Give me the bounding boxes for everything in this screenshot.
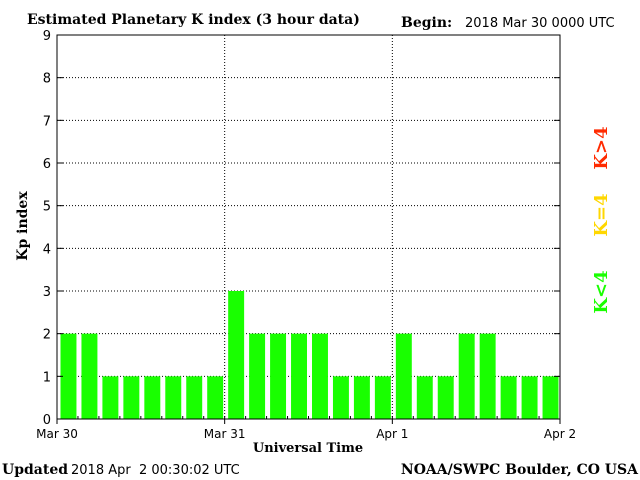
kp-bar (270, 333, 287, 419)
kp-bar (332, 376, 349, 419)
kp-bar (60, 333, 77, 419)
kp-bar (312, 333, 328, 419)
updated-label: Updated (2, 462, 68, 478)
x-tick-label: Apr 1 (376, 427, 408, 441)
begin-value: 2018 Mar 30 0000 UTC (465, 16, 615, 31)
updated-value: 2018 Apr 2 00:30:02 UTC (71, 463, 240, 478)
credit-text: NOAA/SWPC Boulder, CO USA (401, 462, 639, 478)
chart-title: Estimated Planetary K index (3 hour data… (27, 12, 360, 28)
kp-bar (123, 376, 140, 419)
y-tick-label: 0 (43, 413, 51, 428)
kp-bar (458, 333, 475, 419)
y-tick-label: 1 (43, 370, 51, 385)
begin-label: Begin: (401, 15, 452, 31)
kp-bar (374, 376, 391, 419)
legend-label: K=4 (591, 193, 612, 236)
y-tick-label: 7 (43, 114, 51, 129)
kp-bar (479, 333, 496, 419)
kp-bar (102, 376, 119, 419)
kp-bar (353, 376, 370, 419)
kp-bar (207, 376, 224, 419)
y-axis-label: Kp index (15, 191, 31, 261)
kp-bar (437, 376, 454, 419)
y-tick-label: 9 (43, 29, 51, 44)
plot-area: 0 1 2 3 4 5 6 7 8 9 Mar 30 Mar 31 Apr 1 Apr 2 (36, 29, 576, 441)
legend: K>4 K=4 K<4 (591, 126, 612, 313)
x-tick-label: Apr 2 (544, 427, 576, 441)
y-tick-label: 3 (43, 285, 51, 300)
kp-bar (165, 376, 182, 419)
x-axis-label: Universal Time (253, 441, 363, 456)
kp-bar (228, 291, 245, 419)
x-tick-label: Mar 31 (204, 427, 246, 441)
kp-bar (81, 333, 98, 419)
y-tick-label: 4 (43, 242, 51, 257)
kp-bar (416, 376, 433, 419)
legend-label: K>4 (591, 126, 612, 169)
y-tick-label: 6 (43, 157, 51, 172)
kp-bar (395, 333, 412, 419)
kp-bar (186, 376, 203, 419)
y-tick-label: 8 (43, 72, 51, 87)
kp-bar (521, 376, 538, 419)
kp-bar (542, 376, 559, 419)
y-tick-label: 5 (43, 200, 51, 215)
legend-label: K<4 (591, 270, 612, 313)
y-tick-label: 2 (43, 328, 51, 343)
kp-bar (249, 333, 266, 419)
kp-bar (500, 376, 517, 419)
kp-bar (144, 376, 161, 419)
x-tick-label: Mar 30 (36, 427, 78, 441)
kp-bar (291, 333, 307, 419)
